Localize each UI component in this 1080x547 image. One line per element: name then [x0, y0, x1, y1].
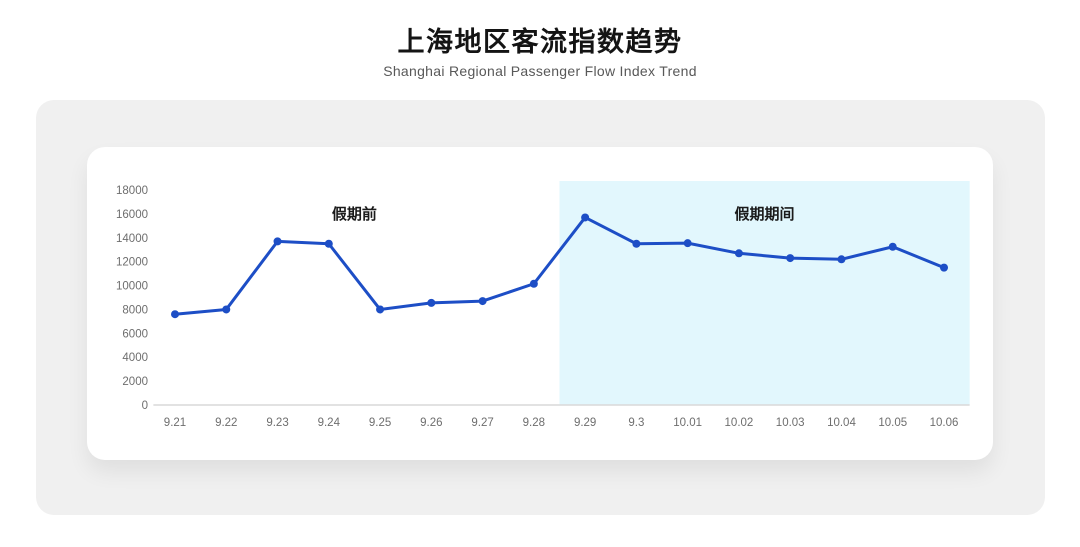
x-tick-label: 9.23 [266, 417, 288, 429]
flow-line-chart: 0 2000 4000 6000 8000 10000 12000 14000 16000 180… [116, 181, 970, 429]
data-point [222, 305, 231, 314]
y-tick-label: 18000 [116, 185, 148, 197]
chart-panel: 0 2000 4000 6000 8000 10000 12000 14000 16000 180… [36, 100, 1045, 515]
data-point [427, 298, 436, 307]
x-tick-label: 9.24 [318, 417, 341, 429]
x-tick-label: 9.22 [215, 417, 237, 429]
x-tick-label: 9.3 [628, 417, 644, 429]
region-label: 假期前 [332, 205, 377, 223]
chart-card: 0 2000 4000 6000 8000 10000 12000 14000 16000 180… [87, 147, 993, 460]
data-point [940, 263, 948, 272]
x-tick-label: 9.26 [420, 417, 442, 429]
data-point [786, 254, 795, 263]
x-tick-label: 9.28 [523, 417, 545, 429]
page-subtitle: Shanghai Regional Passenger Flow Index T… [383, 63, 697, 80]
holiday-highlight-region [559, 181, 970, 405]
y-tick-label: 0 [142, 400, 148, 412]
x-tick-label: 10.04 [827, 417, 856, 429]
data-point [837, 255, 846, 264]
region-label: 假期期间 [735, 205, 795, 223]
data-point [376, 305, 385, 314]
y-tick-label: 6000 [122, 328, 148, 340]
data-point [683, 239, 692, 248]
data-point [581, 213, 590, 222]
y-tick-label: 4000 [122, 352, 148, 364]
x-tick-label: 10.02 [725, 417, 754, 429]
data-point [478, 297, 487, 306]
data-point [273, 237, 282, 246]
data-point [324, 239, 333, 248]
x-tick-label: 9.21 [164, 417, 186, 429]
y-tick-label: 16000 [116, 209, 148, 221]
x-tick-label: 10.03 [776, 417, 805, 429]
y-tick-label: 12000 [116, 257, 148, 269]
x-tick-label: 10.05 [878, 417, 907, 429]
y-tick-label: 8000 [122, 304, 148, 316]
page-title: 上海地区客流指数趋势 [397, 27, 683, 57]
x-tick-label: 9.29 [574, 417, 596, 429]
trend-line [173, 215, 946, 316]
y-tick-label: 10000 [116, 281, 148, 293]
y-tick-label: 14000 [116, 233, 148, 245]
x-tick-label: 10.06 [930, 417, 959, 429]
data-point [632, 239, 641, 248]
y-tick-label: 2000 [122, 376, 148, 388]
x-tick-label: 9.27 [471, 417, 493, 429]
x-tick-label: 10.01 [673, 417, 702, 429]
data-point [734, 249, 743, 258]
data-point [888, 242, 897, 251]
x-tick-label: 9.25 [369, 417, 391, 429]
data-point [529, 279, 538, 288]
data-point [171, 310, 179, 319]
chart-header: 上海地区客流指数趋势 Shanghai Regional Passenger F… [0, 26, 1080, 79]
